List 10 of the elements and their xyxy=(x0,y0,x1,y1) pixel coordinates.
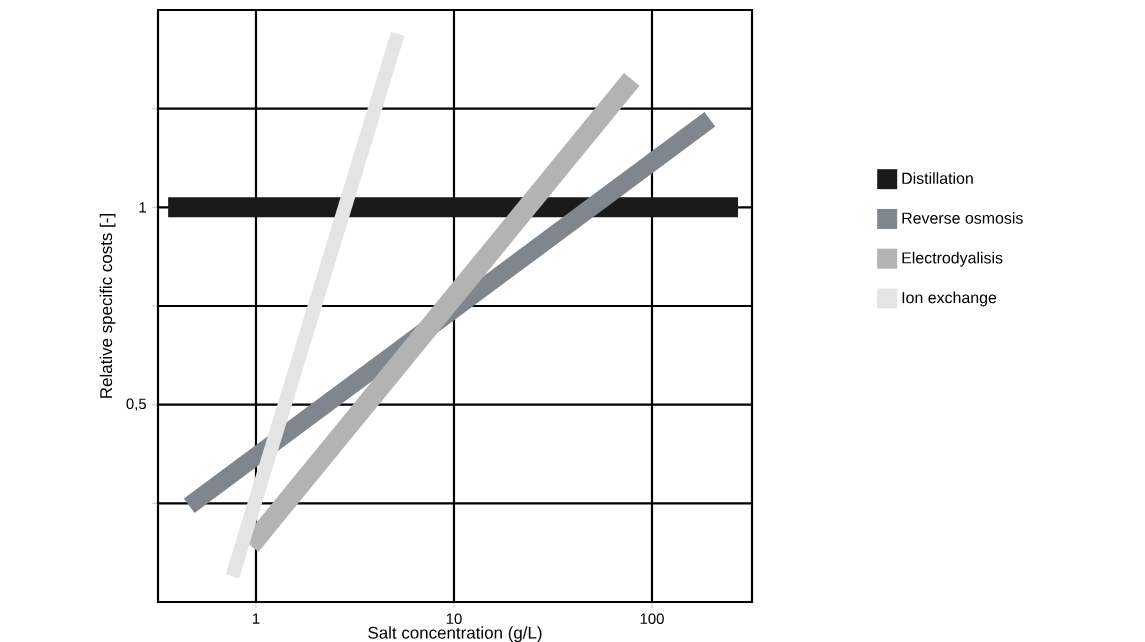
x-tick-label: 1 xyxy=(252,613,260,624)
legend-label: Distillation xyxy=(902,172,973,184)
x-tick-label: 10 xyxy=(446,613,462,624)
y-axis-title: Relative specific costs [-] xyxy=(99,214,116,398)
legend-label: Electrodyalisis xyxy=(902,251,1003,267)
legend-label: Reverse osmosis xyxy=(902,212,1023,224)
x-tick-label: 100 xyxy=(640,613,664,624)
y-tick-label: 0,5 xyxy=(126,398,147,411)
legend-label: Ion exchange xyxy=(902,291,997,307)
x-axis-title: Salt concentration (g/L) xyxy=(368,626,542,642)
